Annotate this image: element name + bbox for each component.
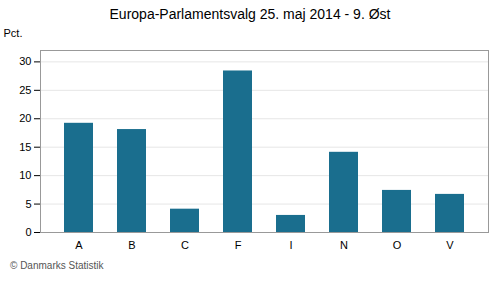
svg-text:V: V: [446, 239, 454, 251]
svg-text:20: 20: [19, 112, 31, 124]
html-text:Europa-Parlamentsvalg 25. maj: Europa-Parlamentsvalg 25. maj 2014 - 9. …: [109, 6, 391, 22]
svg-text:0: 0: [25, 226, 31, 238]
svg-text:15: 15: [19, 141, 31, 153]
svg-text:O: O: [393, 239, 402, 251]
svg-text:10: 10: [19, 169, 31, 181]
svg-text:Pct.: Pct.: [4, 27, 23, 39]
html-text:© Danmarks Statistik: © Danmarks Statistik: [10, 260, 104, 271]
svg-text:25: 25: [19, 84, 31, 96]
svg-text:F: F: [235, 239, 242, 251]
svg-text:A: A: [75, 239, 83, 251]
svg-text:I: I: [289, 239, 292, 251]
svg-text:B: B: [128, 239, 135, 251]
svg-text:C: C: [181, 239, 189, 251]
svg-text:30: 30: [19, 55, 31, 67]
svg-text:N: N: [340, 239, 348, 251]
svg-text:5: 5: [25, 198, 31, 210]
